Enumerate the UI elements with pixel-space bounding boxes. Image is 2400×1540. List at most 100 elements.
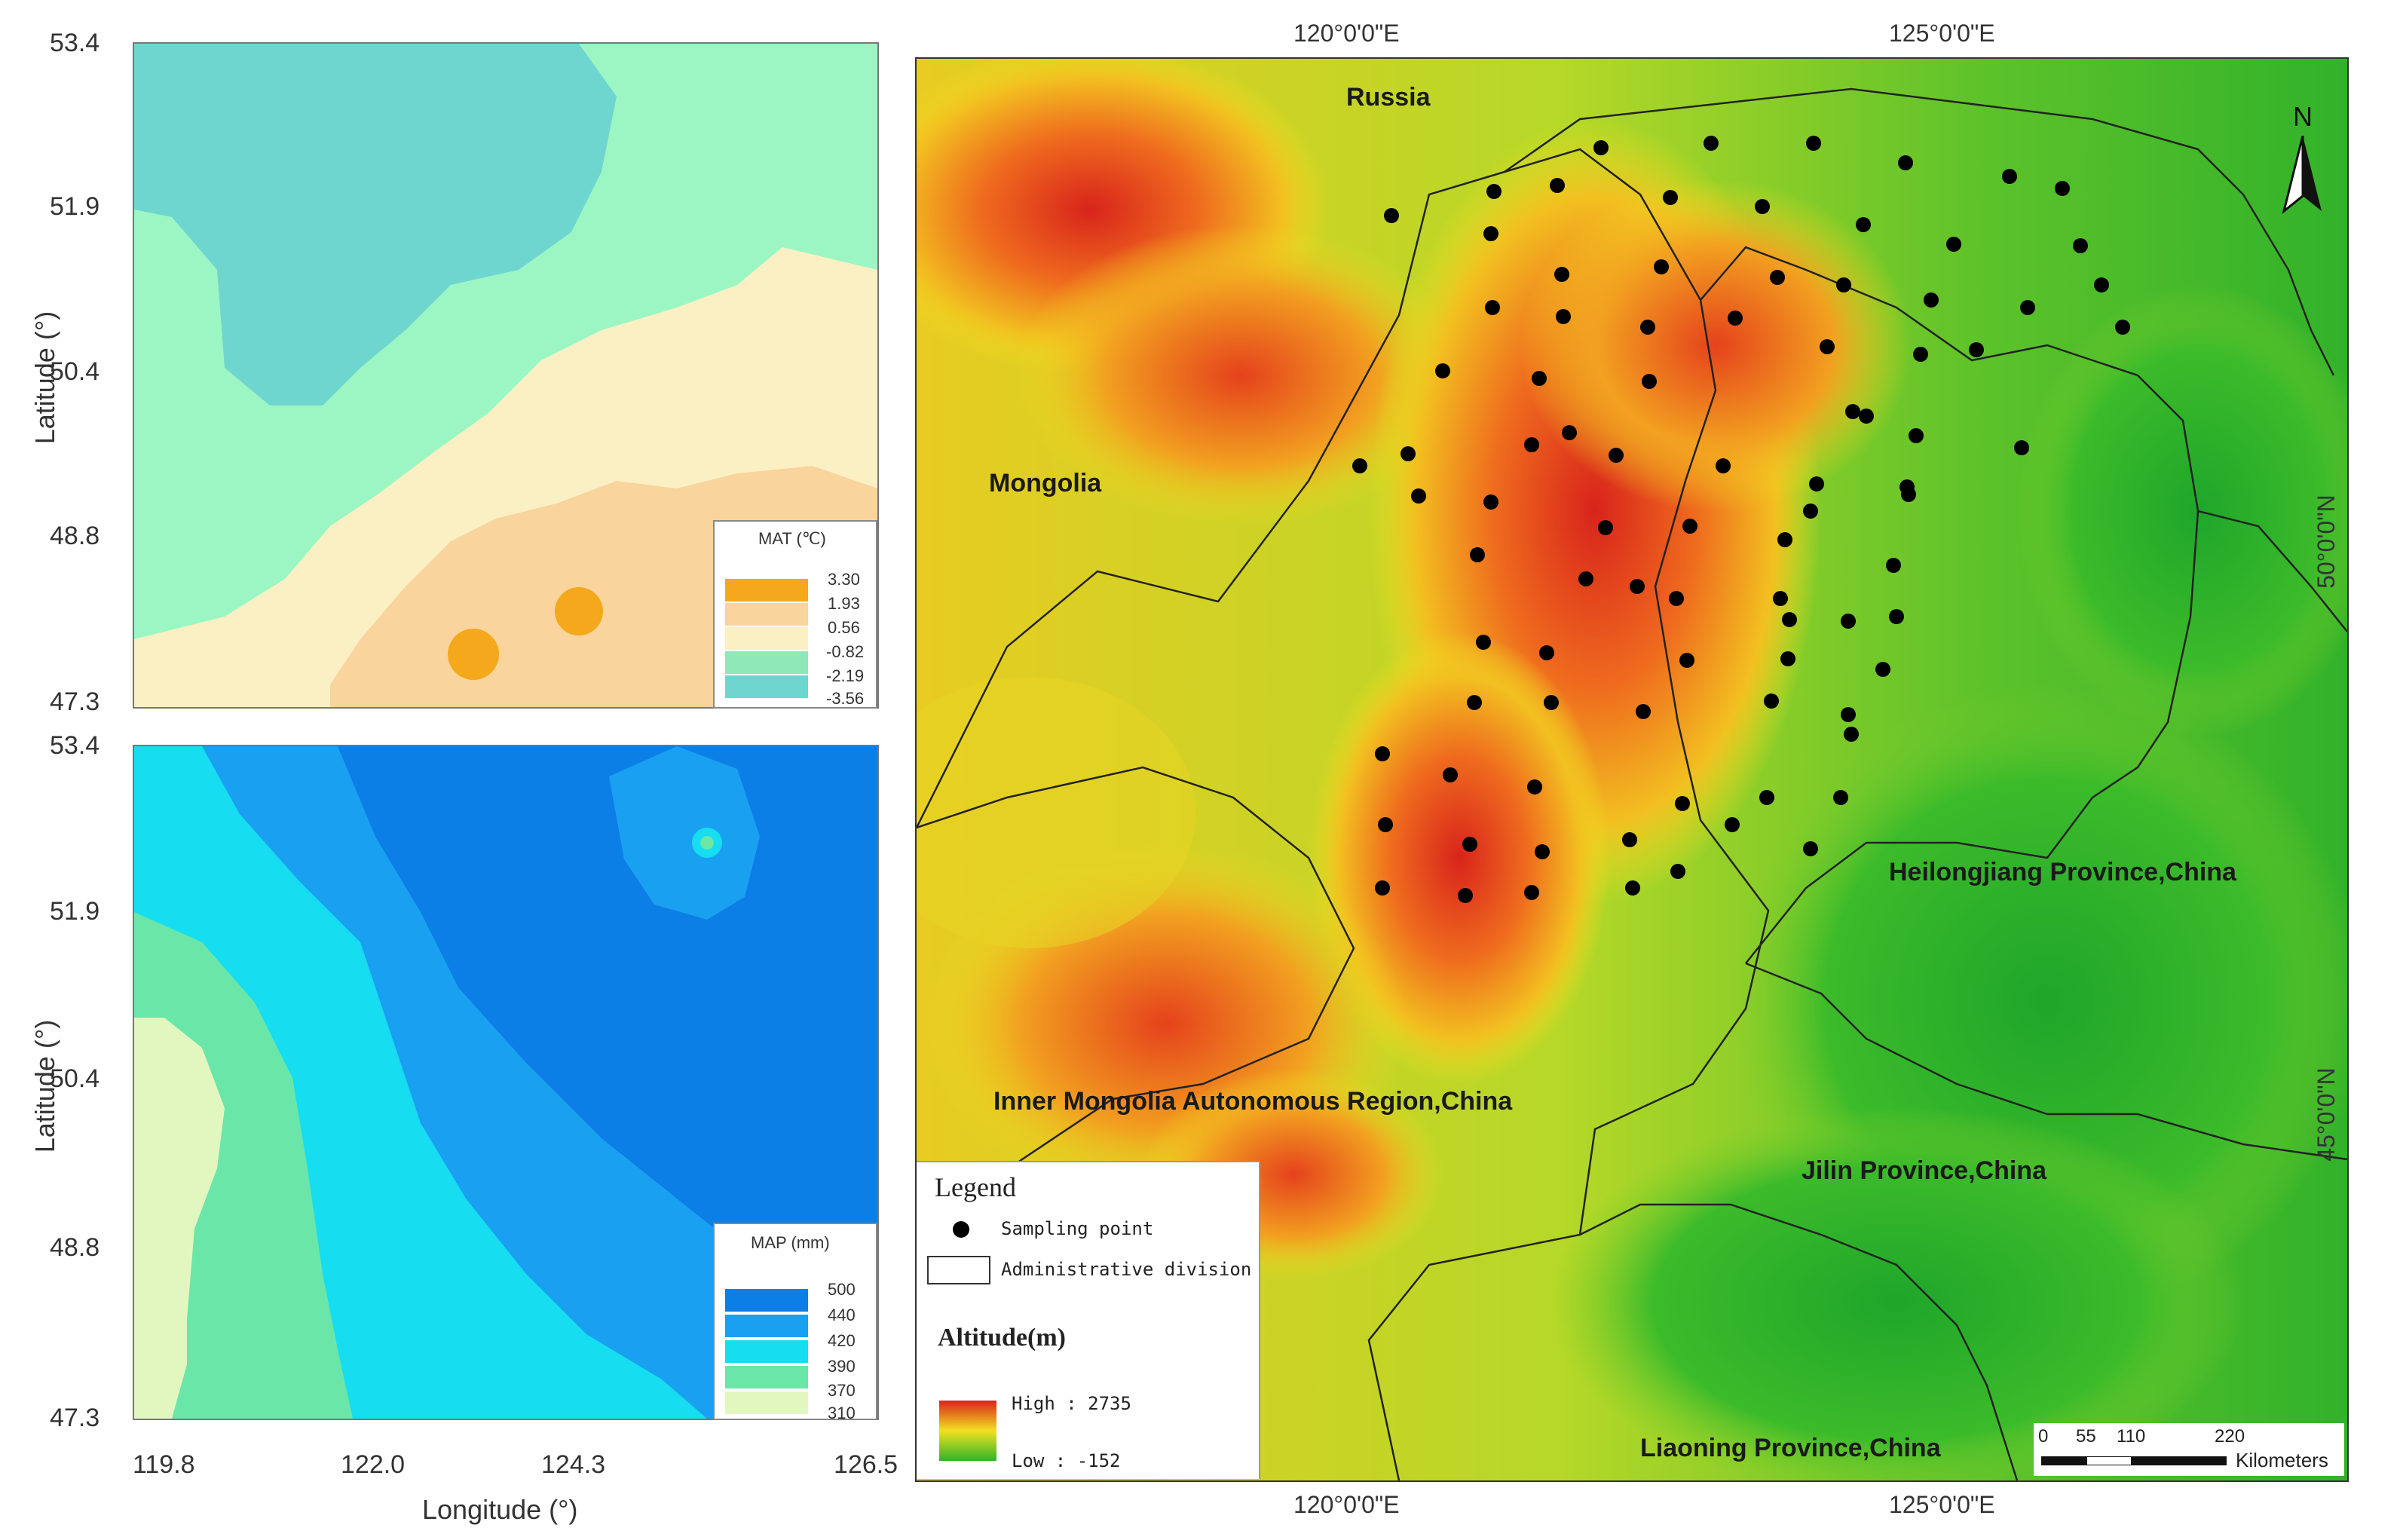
bottom-coord-125: 125°0'0"E [1889,1491,1995,1518]
sampling-point [1841,614,1856,629]
map-y-tick: 47.3 [50,1404,100,1432]
sampling-point [1780,651,1795,666]
label-russia: Russia [1346,83,1431,112]
sampling-point [1642,374,1657,389]
map-legend-value: 370 [828,1381,856,1400]
sampling-point [1411,488,1426,504]
map-legend-value: 310 [828,1404,856,1422]
mat-legend-swatch [725,651,808,674]
relief-map [915,57,2349,1482]
scale-bar-segment [2132,1456,2227,1465]
sampling-point [1535,844,1550,859]
bottom-coord-120: 120°0'0"E [1293,1491,1400,1518]
sampling-point [1578,571,1593,586]
mat-legend-swatch [725,675,808,698]
sampling-point [1679,653,1694,668]
sampling-point [1532,371,1547,386]
sampling-point [1467,695,1482,710]
sampling-point [1550,178,1565,193]
sampling-point [1770,270,1785,285]
sampling-point [1841,707,1856,722]
sampling-point [2115,320,2130,335]
sampling-point [1539,645,1554,660]
scale-unit: Kilometers [2236,1449,2328,1471]
map-y-tick: 51.9 [50,897,100,926]
legend-admin-label: Administrative division [1001,1259,1252,1280]
map-legend-swatch [725,1315,808,1337]
sampling-point [1654,259,1669,274]
scale-tick-label: 55 [2076,1426,2096,1447]
map-y-tick: 53.4 [50,731,100,760]
sampling-point [1716,458,1731,473]
map-legend-swatch [725,1340,808,1363]
sampling-point [1562,425,1577,440]
sampling-point [1809,476,1824,491]
scale-bar-segment [2086,1456,2132,1465]
sampling-point [1969,342,1984,357]
sampling-point [1913,347,1928,362]
mat-legend-value: 3.30 [828,570,860,589]
sampling-point [1524,885,1539,900]
north-arrow: N [2276,101,2329,222]
mat-legend-swatch [725,579,808,602]
sampling-point [1836,277,1851,292]
map-legend-value: 420 [828,1331,856,1350]
map-y-tick: 48.8 [50,1233,100,1262]
legend-sampling-label: Sampling point [1001,1218,1154,1239]
sampling-point [1663,190,1678,205]
sampling-point [1946,237,1961,252]
map-legend-swatch [725,1392,808,1414]
sampling-point [2073,238,2088,253]
sampling-point [1856,217,1871,232]
sampling-point [1886,558,1901,573]
sampling-point [2094,277,2109,292]
scale-tick-label: 0 [2038,1426,2049,1447]
sampling-point [1803,841,1818,856]
sampling-point [1820,339,1835,354]
sampling-point [1670,864,1685,879]
relief-legend: Legend Sampling point Administrative div… [917,1161,1260,1479]
sampling-point [1875,662,1890,677]
top-coord-120: 120°0'0"E [1293,20,1400,47]
map-x-tick: 126.5 [834,1450,898,1479]
sampling-point [2055,181,2070,196]
sampling-point [1375,880,1390,896]
map-legend: MAP (mm) 500 440 420 390 370 310 [713,1223,877,1422]
sampling-point [1675,796,1690,811]
sampling-point [1485,300,1500,315]
sampling-point [1556,309,1571,324]
sampling-point [1803,504,1818,519]
sampling-point [2020,300,2035,315]
sampling-point [1844,727,1859,742]
label-inner-mongolia: Inner Mongolia Autonomous Region,China [993,1087,1513,1116]
sampling-point [1435,363,1450,378]
legend-sampling-dot-icon [953,1221,969,1238]
legend-altitude-bar [939,1401,996,1461]
mat-y-tick: 51.9 [50,192,100,221]
sampling-point [1859,409,1874,424]
sampling-point [2014,440,2029,455]
mat-legend-title: MAT (℃) [758,529,826,548]
map-legend-swatch [725,1289,808,1312]
sampling-point [1625,880,1640,896]
sampling-point [2002,169,2017,184]
sampling-point [1483,494,1498,510]
sampling-point [1901,487,1916,502]
mat-legend-value: -0.82 [826,642,865,661]
sampling-point [1764,693,1779,709]
sampling-point [1384,208,1399,223]
map-x-tick: 122.0 [341,1450,406,1479]
label-jilin: Jilin Province,China [1802,1156,2046,1185]
sampling-point [1728,311,1743,326]
sampling-point [1527,779,1542,794]
sampling-point [1773,591,1788,606]
sampling-point [1524,437,1539,452]
sampling-point [1782,612,1797,627]
label-heilongjiang: Heilongjiang Province,China [1889,858,2236,886]
sampling-point [1462,837,1477,852]
mat-y-tick: 47.3 [50,687,100,716]
sampling-point [1630,579,1645,594]
sampling-point [1845,404,1860,419]
mat-legend-value: 1.93 [828,594,860,613]
legend-low-label: Low : -152 [1012,1450,1121,1471]
